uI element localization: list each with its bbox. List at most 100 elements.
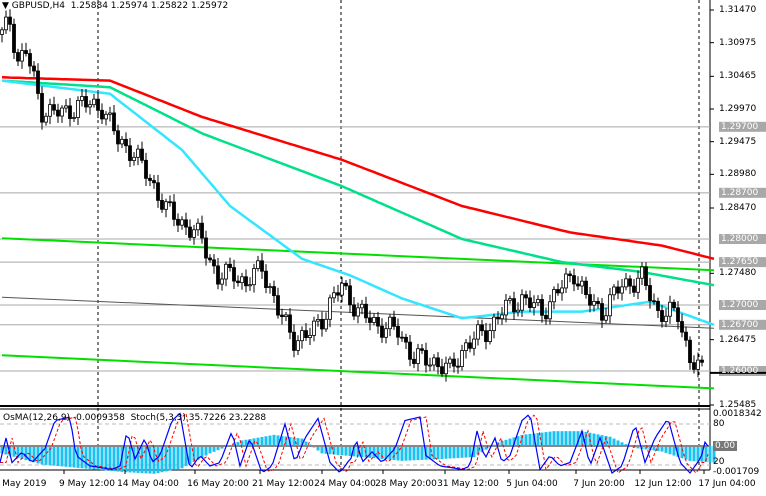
osma-bar [316,446,320,451]
osma-bar [164,446,168,472]
candle-body [312,320,316,336]
candle-body [560,287,564,294]
osma-bar [280,435,284,446]
osma-bar [56,446,60,467]
candle-body [420,348,424,351]
candle-body [404,336,408,343]
osma-bar [148,446,152,474]
osma-bar [536,433,540,446]
osma-bar [200,446,204,458]
osma-bar [436,446,440,460]
candle-body [320,319,324,330]
candle-body [464,342,468,351]
candle-body [44,115,48,123]
osma-bar [176,446,180,470]
level-tag [719,187,766,198]
candle-body [472,338,476,349]
osma-bar [684,446,688,460]
candle-body [644,266,648,286]
candle-body [96,98,100,111]
osma-bar [296,438,300,446]
candle-body [524,294,528,299]
candle-body [484,330,488,342]
osma-bar [0,446,4,454]
candle-body [664,315,668,322]
osma-bar [12,446,16,457]
candle-body [540,299,544,316]
candle-body [108,112,112,115]
candle-body [208,257,212,261]
candle-body [84,96,88,108]
candle-body [164,201,168,210]
candle-body [264,270,268,288]
osma-bar [272,434,276,446]
candle-body [696,359,700,370]
candle-body [436,357,440,368]
candle-body [544,314,548,320]
y-tick-label: 1.27480 [719,268,757,279]
candle-body [372,317,376,323]
osma-bar [128,446,132,473]
osma-bar [52,446,56,466]
candle-body [172,201,176,220]
candle-body [88,104,92,108]
candle-body [628,278,632,287]
osma-bar [676,446,680,457]
candle-body [252,268,256,286]
candle-body [200,222,204,239]
osma-bar [104,446,108,471]
osma-bar [4,446,8,455]
osma-bar [48,446,52,466]
candle-body [660,310,664,322]
candle-body [188,226,192,238]
osma-bar [616,440,620,446]
candle-body [248,284,252,287]
osma-bar [660,446,664,452]
candle-body [304,330,308,338]
osma-bar [284,436,288,446]
osma-bar [212,446,216,452]
oscillator-tick-label: 20 [713,457,725,467]
candle-body [176,218,180,226]
candle-body [684,331,688,341]
x-tick-label: 17 Jun 04:00 [698,479,756,489]
x-tick-label: 16 May 20:00 [187,479,249,489]
osma-bar [656,446,660,452]
candle-body [16,52,20,62]
collapse-triangle-icon[interactable]: ▼ [2,1,9,11]
candle-body [244,276,248,287]
level-tag [719,234,766,245]
candle-body [632,285,636,293]
osma-bar [292,437,296,446]
candle-body [452,358,456,367]
osma-bar [184,446,188,467]
osma-bar [392,446,396,461]
osma-bar [208,446,212,454]
osma-bar [464,446,468,458]
osma-bar [24,446,28,461]
osma-bar [508,438,512,446]
candle-body [536,299,540,304]
osma-bar [340,446,344,456]
osma-bar [672,446,676,456]
osma-bar [320,446,324,454]
x-tick-label: 5 Jun 04:00 [506,479,558,489]
osma-bar [664,446,668,453]
candle-body [508,298,512,301]
candle-body [620,286,624,294]
osma-bar [476,446,480,455]
candle-body [572,275,576,285]
osma-bar [332,446,336,455]
candle-body [416,348,420,364]
level-label: 1.26700 [721,319,759,330]
low-value: 1.25822 [150,1,189,11]
x-tick-label: 7 Jun 20:00 [573,479,625,489]
candle-body [668,301,672,317]
osma-bar [540,432,544,446]
candle-body [448,358,452,364]
osma-bar [188,446,192,465]
candle-body [604,315,608,321]
osma-bar [692,446,696,462]
